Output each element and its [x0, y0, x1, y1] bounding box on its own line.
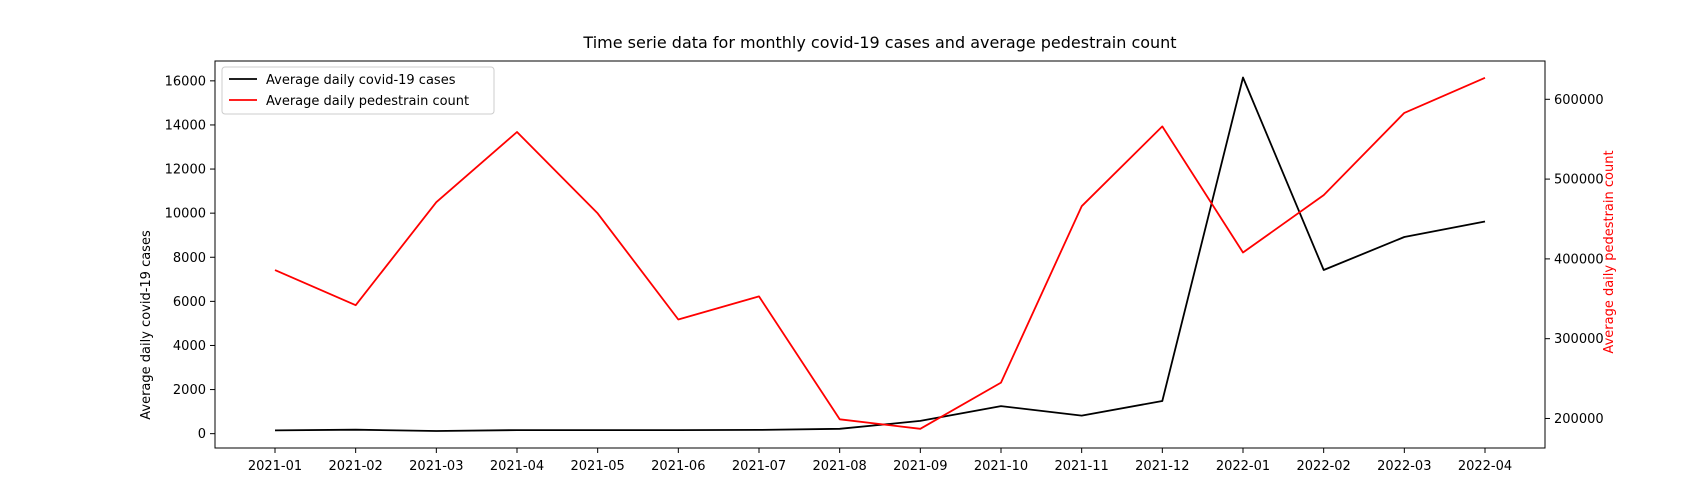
y2-tick-label: 300000	[1554, 332, 1604, 347]
y-tick-label: 12000	[165, 163, 206, 178]
y2-tick-label: 400000	[1554, 252, 1604, 267]
x-tick-label: 2021-08	[813, 459, 867, 474]
y-tick-label: 14000	[165, 118, 206, 133]
plot-area: 2021-01 2021-02 2021-03 2021-04 2021-05 2021-…	[165, 60, 1604, 474]
legend-label-pedestrian: Average daily pedestrain count	[266, 94, 469, 109]
x-tick-label: 2022-02	[1297, 459, 1351, 474]
x-tick-label: 2021-05	[571, 459, 625, 474]
legend-box	[221, 66, 495, 115]
x-tick-label: 2021-04	[490, 459, 544, 474]
y-tick-label: 10000	[165, 207, 206, 222]
x-tick-label: 2021-07	[732, 459, 786, 474]
y2-tick-label: 600000	[1554, 93, 1604, 108]
x-tick-label: 2022-03	[1377, 459, 1431, 474]
y-tick-label: 16000	[165, 74, 206, 89]
legend-label-cases: Average daily covid-19 cases	[266, 73, 456, 88]
y-tick-label: 0	[198, 427, 206, 442]
x-tick-label: 2021-03	[409, 459, 463, 474]
x-tick-label: 2022-04	[1458, 459, 1512, 474]
x-tick-label: 2021-12	[1135, 459, 1189, 474]
y-axis-label: Average daily covid-19 cases	[139, 230, 154, 420]
y-tick-label: 2000	[173, 383, 206, 398]
y2-tick-label: 500000	[1554, 173, 1604, 188]
y-tick-label: 6000	[173, 295, 206, 310]
legend: Average daily covid-19 cases Average dai…	[221, 66, 495, 115]
x-tick-label: 2022-01	[1216, 459, 1270, 474]
y2-tick-label: 200000	[1554, 412, 1604, 427]
chart-title: Time serie data for monthly covid-19 cas…	[582, 33, 1176, 52]
x-tick-label: 2021-11	[1055, 459, 1109, 474]
x-tick-label: 2021-01	[248, 459, 302, 474]
y-tick-label: 8000	[173, 251, 206, 266]
y-tick-label: 4000	[173, 339, 206, 354]
x-tick-label: 2021-02	[329, 459, 383, 474]
y2-axis-label: Average daily pedestrain count	[1602, 150, 1617, 353]
x-tick-label: 2021-06	[651, 459, 705, 474]
plot-frame	[214, 60, 1546, 449]
series-line-pedestrian	[274, 76, 1486, 430]
x-tick-label: 2021-09	[893, 459, 947, 474]
x-tick-label: 2021-10	[974, 459, 1028, 474]
